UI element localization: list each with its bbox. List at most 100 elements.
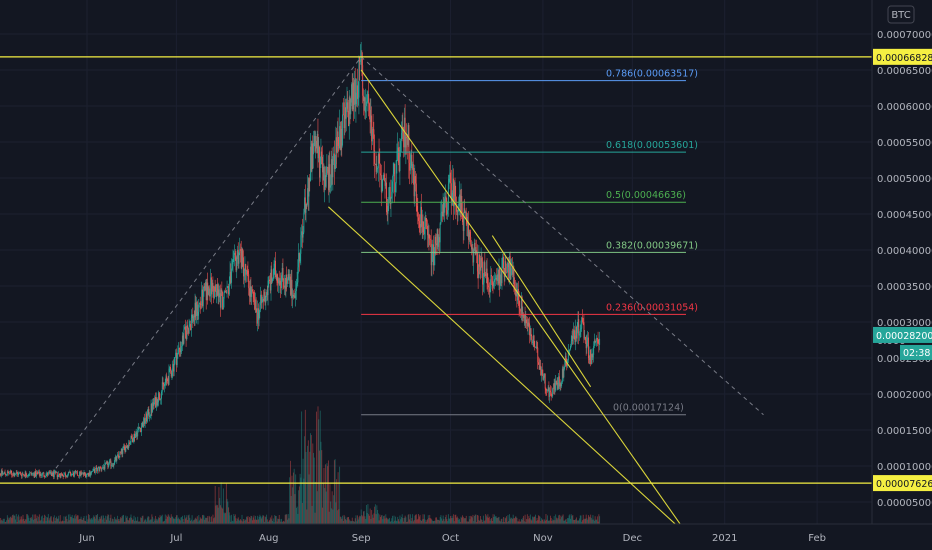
wedge-upper-line[interactable] bbox=[360, 69, 690, 537]
dashed-projection-lines[interactable] bbox=[50, 56, 764, 475]
volume-bar bbox=[352, 521, 354, 524]
volume-bar bbox=[398, 521, 400, 524]
volume-bar bbox=[182, 519, 184, 524]
candle-body bbox=[193, 316, 195, 322]
volume-bar bbox=[481, 519, 483, 524]
candle-body bbox=[64, 473, 66, 475]
candle-body bbox=[28, 475, 30, 476]
time-axis-panel[interactable] bbox=[0, 524, 932, 550]
candle-body bbox=[6, 471, 8, 475]
volume-bar bbox=[467, 521, 469, 524]
currency-badge[interactable] bbox=[887, 5, 915, 24]
volume-bar bbox=[531, 520, 533, 524]
candle-body bbox=[433, 254, 435, 266]
volume-bar bbox=[232, 521, 234, 524]
volume-bar bbox=[79, 518, 81, 524]
volume-bar bbox=[169, 516, 171, 524]
candle-body bbox=[29, 472, 31, 473]
volume-bar bbox=[123, 514, 125, 524]
volume-bar bbox=[575, 518, 577, 524]
candle-body bbox=[106, 462, 108, 463]
candle-body bbox=[146, 413, 148, 422]
candle-body bbox=[368, 94, 370, 104]
candle-body bbox=[73, 472, 75, 477]
volume-bar bbox=[533, 516, 535, 524]
volume-bar bbox=[323, 467, 325, 524]
candle-body bbox=[494, 279, 496, 283]
volume-bar bbox=[115, 518, 117, 524]
candle-body bbox=[0, 470, 2, 476]
candle-body bbox=[380, 173, 382, 176]
volume-bar bbox=[398, 519, 399, 524]
volume-bar bbox=[561, 517, 563, 524]
candle-body bbox=[56, 472, 57, 473]
level-price-badge bbox=[873, 48, 932, 65]
candle-body bbox=[396, 150, 398, 161]
volume-bar bbox=[433, 521, 434, 524]
volume-bar bbox=[370, 518, 372, 524]
candle-body bbox=[582, 321, 584, 323]
dashed-projection-line[interactable] bbox=[360, 56, 764, 416]
volume-bar bbox=[446, 519, 448, 524]
candle-body bbox=[89, 472, 91, 476]
volume-bar bbox=[513, 518, 515, 524]
candle-body bbox=[73, 472, 75, 477]
candle-body bbox=[582, 317, 583, 322]
horizontal-levels[interactable] bbox=[0, 56, 872, 484]
volume-bar bbox=[212, 514, 214, 524]
candle-body bbox=[133, 433, 135, 441]
volume-bar bbox=[327, 460, 329, 524]
volume-bar bbox=[433, 520, 435, 524]
volume-bar bbox=[162, 521, 164, 524]
dashed-projection-line[interactable] bbox=[50, 56, 362, 475]
candle-body bbox=[2, 473, 4, 474]
candle-body bbox=[86, 473, 88, 475]
wedge-lower-line[interactable] bbox=[328, 206, 690, 537]
candle-body bbox=[382, 179, 384, 181]
candle-body bbox=[92, 469, 94, 472]
candle-body bbox=[569, 349, 571, 351]
volume-bar bbox=[391, 518, 393, 524]
candle-body bbox=[173, 363, 175, 372]
volume-bar bbox=[81, 519, 83, 524]
candle-body bbox=[75, 471, 77, 473]
candle-body bbox=[348, 110, 349, 127]
candle-body bbox=[50, 471, 52, 475]
candle-body bbox=[439, 223, 441, 243]
volume-bar bbox=[333, 495, 335, 524]
candle-body bbox=[423, 232, 425, 235]
volume-bar bbox=[285, 514, 287, 524]
candle-body bbox=[118, 456, 120, 458]
volume-bar bbox=[584, 518, 586, 524]
volume-bar bbox=[351, 517, 353, 524]
volume-bar bbox=[58, 515, 60, 524]
volume-bar bbox=[62, 520, 63, 524]
candle-body bbox=[318, 147, 320, 159]
volume-bar bbox=[579, 515, 581, 524]
volume-bar bbox=[491, 520, 493, 524]
fib-retracement[interactable]: 0.786(0.00063517)0.618(0.00053601)0.5(0.… bbox=[361, 69, 698, 416]
candle-body bbox=[589, 350, 591, 360]
candle-body bbox=[594, 340, 596, 342]
volume-bar bbox=[272, 520, 274, 524]
candle-body bbox=[434, 236, 436, 255]
volume-bar bbox=[347, 517, 349, 524]
candle-body bbox=[81, 472, 83, 474]
volume-bar bbox=[534, 516, 536, 524]
candle-body bbox=[280, 280, 282, 289]
volume-bar bbox=[329, 484, 331, 524]
volume-bar bbox=[324, 487, 326, 524]
candle-body bbox=[17, 473, 19, 476]
wedge-inner-line[interactable] bbox=[491, 235, 592, 388]
candle-body bbox=[158, 392, 160, 403]
candle-body bbox=[180, 347, 182, 353]
candle-body bbox=[387, 205, 389, 214]
wedge-trend-lines[interactable] bbox=[328, 69, 690, 537]
candle-body bbox=[120, 448, 122, 453]
volume-bar bbox=[431, 519, 433, 524]
volume-bar bbox=[333, 460, 335, 524]
candle-body bbox=[384, 181, 386, 186]
candle-body bbox=[288, 274, 290, 281]
price-axis-panel[interactable] bbox=[872, 0, 932, 524]
